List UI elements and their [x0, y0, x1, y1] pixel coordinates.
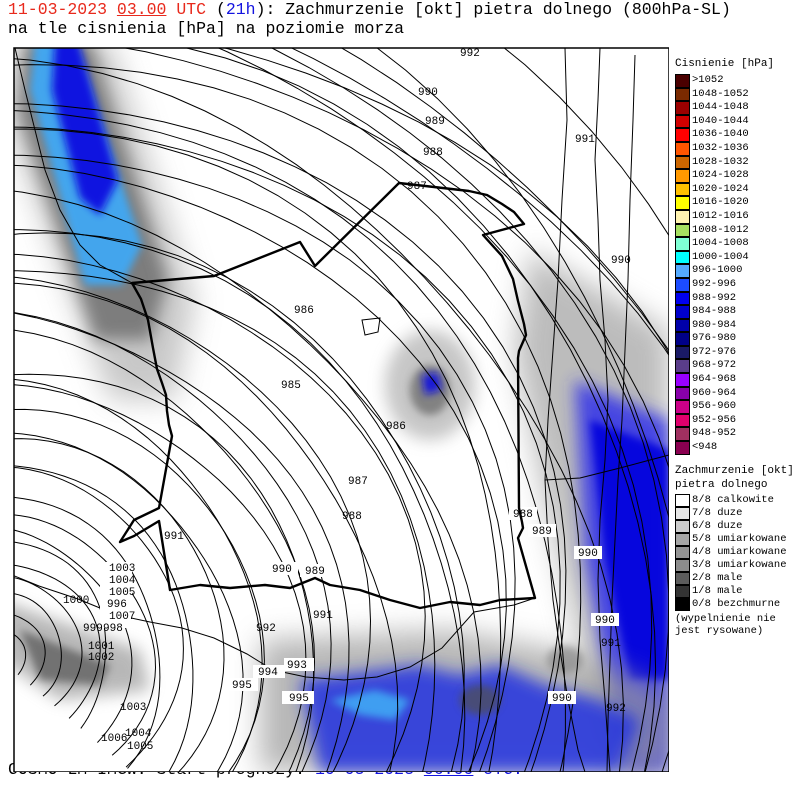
svg-text:992: 992: [256, 623, 276, 635]
svg-text:993: 993: [287, 660, 307, 672]
svg-text:994: 994: [258, 667, 278, 679]
svg-text:989: 989: [425, 116, 445, 128]
svg-text:992: 992: [460, 48, 480, 60]
svg-text:986: 986: [294, 305, 314, 317]
svg-text:1006: 1006: [101, 733, 127, 745]
svg-text:1004: 1004: [109, 575, 136, 587]
svg-text:988: 988: [342, 511, 362, 523]
svg-text:1004: 1004: [125, 728, 152, 740]
svg-text:991: 991: [164, 531, 184, 543]
svg-text:1005: 1005: [127, 741, 153, 753]
svg-text:990: 990: [611, 255, 631, 267]
svg-text:988: 988: [423, 147, 443, 159]
svg-text:1000: 1000: [63, 595, 89, 607]
svg-text:987: 987: [348, 476, 368, 488]
svg-text:1003: 1003: [109, 563, 135, 575]
svg-text:1003: 1003: [120, 702, 146, 714]
svg-text:1005: 1005: [109, 587, 135, 599]
svg-text:995: 995: [232, 680, 252, 692]
svg-text:991: 991: [601, 638, 621, 650]
svg-text:988: 988: [513, 509, 533, 521]
svg-text:985: 985: [281, 380, 301, 392]
svg-text:989: 989: [532, 526, 552, 538]
svg-text:996: 996: [107, 599, 127, 611]
svg-text:986: 986: [386, 421, 406, 433]
svg-text:995: 995: [289, 693, 309, 705]
svg-text:990: 990: [272, 564, 292, 576]
svg-text:992: 992: [606, 703, 626, 715]
svg-text:998: 998: [103, 623, 123, 635]
svg-text:989: 989: [305, 566, 325, 578]
svg-text:990: 990: [418, 87, 438, 99]
svg-text:1007: 1007: [109, 611, 135, 623]
svg-text:991: 991: [575, 134, 595, 146]
svg-text:990: 990: [595, 615, 615, 627]
svg-text:990: 990: [552, 693, 572, 705]
svg-text:991: 991: [313, 610, 333, 622]
svg-text:999: 999: [83, 623, 103, 635]
svg-text:990: 990: [578, 548, 598, 560]
svg-text:1002: 1002: [88, 652, 114, 664]
